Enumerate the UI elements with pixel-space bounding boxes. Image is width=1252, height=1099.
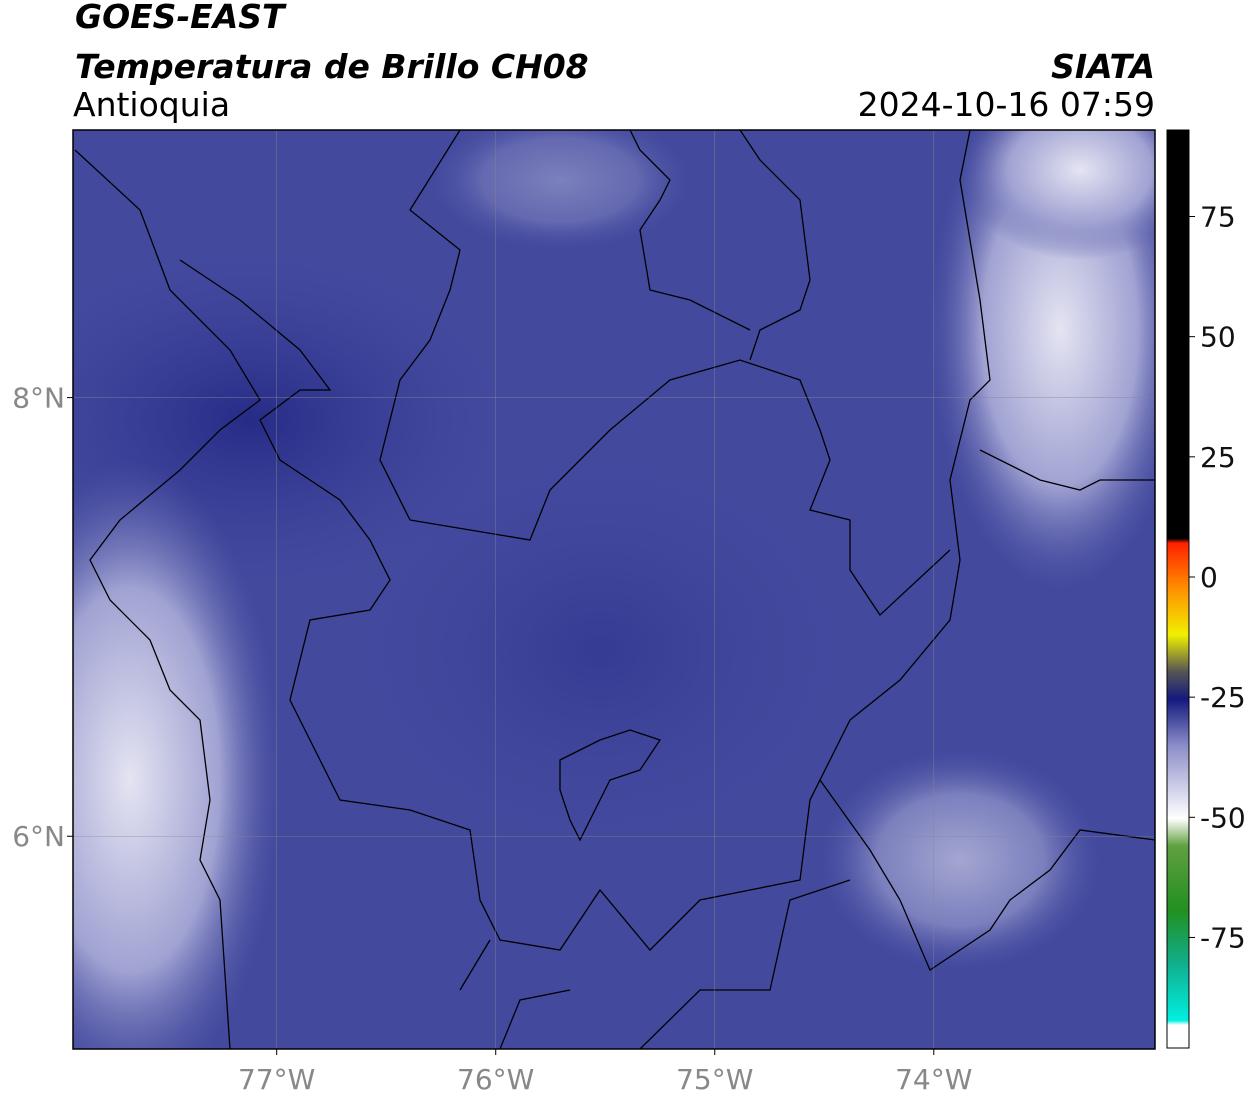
subtitle: Temperatura de Brillo CH08 bbox=[75, 47, 589, 86]
colorbar-tick-label: 75 bbox=[1200, 201, 1236, 234]
colorbar-tick-label: 50 bbox=[1200, 321, 1236, 354]
x-tick-label: 77°W bbox=[238, 1063, 315, 1096]
x-tick-label: 75°W bbox=[676, 1063, 753, 1096]
x-tick-label: 74°W bbox=[895, 1063, 972, 1096]
y-tick-label: 8°N bbox=[12, 382, 65, 415]
colorbar-tick-label: -50 bbox=[1200, 801, 1246, 834]
map-frame bbox=[72, 129, 1156, 1050]
graticule bbox=[73, 130, 1155, 1049]
datetime: 2024-10-16 07:59 bbox=[858, 85, 1155, 124]
title: GOES-EAST bbox=[75, 0, 287, 36]
colorbar-tick-label: -25 bbox=[1200, 681, 1246, 714]
y-tick-label: 6°N bbox=[12, 820, 65, 853]
colorbar-tick-label: 25 bbox=[1200, 441, 1236, 474]
x-tick-label: 76°W bbox=[457, 1063, 534, 1096]
source: SIATA bbox=[1051, 47, 1155, 86]
colorbar-tick-label: -75 bbox=[1200, 921, 1246, 954]
region: Antioquia bbox=[73, 85, 230, 124]
colorbar-tick-label: 0 bbox=[1200, 561, 1218, 594]
map-field bbox=[73, 130, 1155, 1049]
colorbar bbox=[1166, 129, 1190, 1049]
